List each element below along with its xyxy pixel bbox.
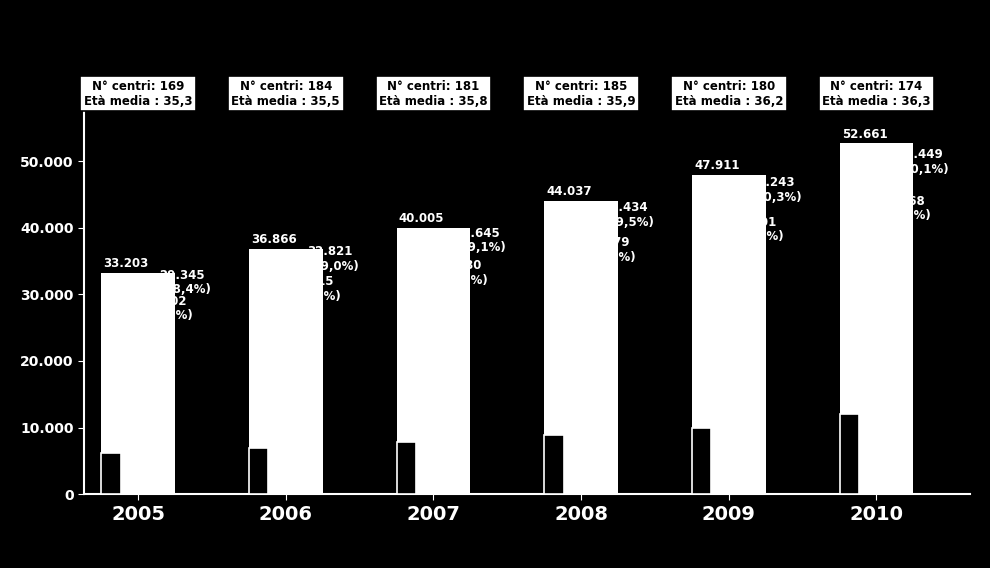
Text: 43.243
(90,3%): 43.243 (90,3%)	[749, 176, 802, 203]
Bar	[544, 266, 582, 494]
Bar	[544, 435, 563, 494]
Text: 36.866: 36.866	[251, 233, 297, 246]
Text: 28.315
(76,8%): 28.315 (76,8%)	[289, 275, 341, 303]
Bar	[248, 448, 268, 494]
Bar	[397, 289, 434, 494]
Text: 29.345
(88,4%): 29.345 (88,4%)	[159, 269, 211, 296]
Text: 6.950
(18,9%): 6.950 (18,9%)	[270, 417, 322, 445]
Text: 34.179
(77,6%): 34.179 (77,6%)	[584, 236, 636, 264]
Bar	[397, 257, 452, 494]
Text: 40.005: 40.005	[399, 212, 445, 225]
Bar	[692, 246, 730, 494]
Bar	[248, 249, 323, 494]
Text: N° centri: 181
Età media : 35,8: N° centri: 181 Età media : 35,8	[379, 80, 488, 108]
Text: 35.645
(89,1%): 35.645 (89,1%)	[454, 227, 506, 254]
Text: 47.449
(90,1%): 47.449 (90,1%)	[898, 148, 949, 176]
Bar	[397, 228, 470, 494]
Text: 52.661: 52.661	[842, 128, 887, 141]
Bar	[101, 299, 156, 494]
Bar	[692, 428, 711, 494]
Text: N° centri: 174
Età media : 36,3: N° centri: 174 Età media : 36,3	[823, 80, 931, 108]
Bar	[840, 414, 859, 494]
Bar	[397, 442, 416, 494]
Text: 11.984
(22,9%): 11.984 (22,9%)	[861, 384, 913, 412]
Text: 25.402
(76,5%): 25.402 (76,5%)	[141, 295, 193, 322]
Text: N° centri: 169
Età media : 35,3: N° centri: 169 Età media : 35,3	[84, 80, 192, 108]
Text: 44.037: 44.037	[546, 185, 592, 198]
Bar	[101, 453, 121, 494]
Text: 47.911: 47.911	[694, 160, 740, 173]
Bar	[692, 175, 765, 494]
Text: 6.235
18,8%: 6.235 18,8%	[123, 423, 163, 450]
Bar	[248, 275, 305, 494]
Text: 37.301
(77,8%): 37.301 (77,8%)	[732, 216, 783, 243]
Bar	[101, 325, 139, 494]
Text: 40.468
(76,8%): 40.468 (76,8%)	[879, 194, 931, 222]
Text: N° centri: 184
Età media : 35,5: N° centri: 184 Età media : 35,5	[232, 80, 341, 108]
Text: 9.934
(20,7%): 9.934 (20,7%)	[714, 398, 765, 425]
Text: N° centri: 180
Età media : 36,2: N° centri: 180 Età media : 36,2	[674, 80, 783, 108]
Bar	[101, 273, 175, 494]
Bar	[840, 178, 895, 494]
Text: 30.780
(76,9%): 30.780 (76,9%)	[437, 259, 488, 286]
Text: N° centri: 185
Età media : 35,9: N° centri: 185 Età media : 35,9	[527, 80, 636, 108]
Text: 39.434
(89,5%): 39.434 (89,5%)	[602, 202, 654, 229]
Bar	[544, 232, 600, 494]
Bar	[544, 201, 618, 494]
Bar	[248, 306, 286, 494]
Text: 7.847
(19,6%): 7.847 (19,6%)	[418, 412, 470, 439]
Bar	[840, 144, 914, 494]
Text: 32.821
(89,0%): 32.821 (89,0%)	[307, 245, 358, 273]
Bar	[840, 225, 877, 494]
Text: 8.836
(20,1%): 8.836 (20,1%)	[566, 405, 618, 433]
Text: 33.203: 33.203	[104, 257, 148, 270]
Bar	[692, 206, 747, 494]
